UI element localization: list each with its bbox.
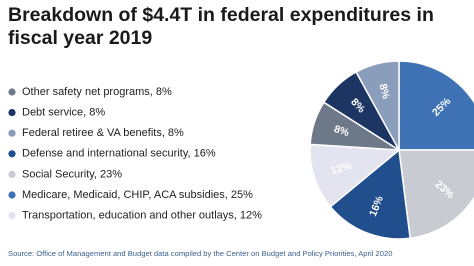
slice-label: 8%	[332, 123, 351, 139]
pie-slice	[355, 60, 400, 151]
chart-title: Breakdown of $4.4T in federal expenditur…	[8, 4, 434, 49]
legend-swatch	[8, 170, 16, 178]
legend-label: Defense and international security, 16%	[22, 148, 216, 160]
legend-swatch	[8, 129, 16, 137]
legend-swatch	[8, 88, 16, 96]
legend-label: Federal retiree & VA benefits, 8%	[22, 127, 184, 139]
legend-swatch	[8, 150, 16, 158]
legend-label: Transportation, education and other outl…	[22, 210, 262, 222]
legend-label: Medicare, Medicaid, CHIP, ACA subsidies,…	[22, 189, 253, 201]
source-note: Source: Office of Management and Budget …	[8, 249, 393, 258]
legend-swatch	[8, 212, 16, 220]
pie-slice	[329, 148, 411, 240]
slice-label: 8%	[376, 82, 392, 100]
legend-label: Other safety net programs, 8%	[22, 86, 172, 98]
legend-swatch	[8, 191, 16, 199]
pie-slice	[398, 149, 474, 240]
legend-swatch	[8, 109, 16, 117]
legend-label: Social Security, 23%	[22, 168, 122, 180]
pie-slice	[398, 60, 474, 151]
legend-label: Debt service, 8%	[22, 107, 105, 119]
pie-slice	[309, 143, 401, 208]
